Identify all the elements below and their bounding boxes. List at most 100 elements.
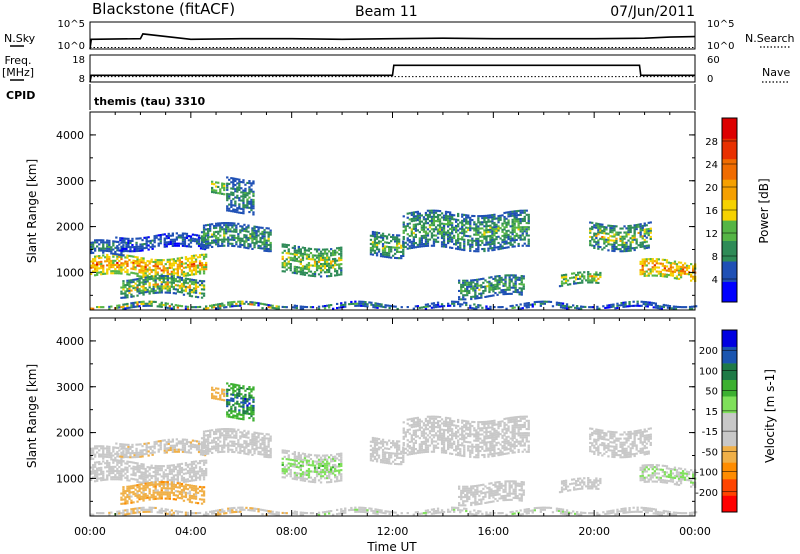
power-echo-cell (636, 302, 639, 305)
velocity-echo-cell (205, 450, 208, 453)
velocity-echo-cell (231, 448, 234, 451)
power-echo-cell (162, 304, 165, 307)
power-echo-cell (251, 233, 254, 236)
power-echo-cell (263, 229, 266, 232)
power-echo-cell (491, 236, 494, 239)
velocity-echo-cell (165, 447, 168, 450)
velocity-echo-cell (148, 474, 151, 477)
power-echo-cell (615, 233, 618, 236)
power-echo-cell (633, 224, 636, 227)
velocity-echo-cell (138, 471, 141, 474)
power-ytick-label: 4000 (56, 129, 84, 142)
power-echo-cell (163, 245, 166, 248)
power-echo-cell (639, 271, 642, 274)
velocity-echo-cell (186, 492, 190, 495)
power-echo-cell (148, 272, 151, 275)
power-echo-cell (156, 259, 159, 262)
velocity-echo-cell (202, 474, 206, 477)
power-echo-cell (169, 238, 172, 241)
power-echo-cell (321, 248, 325, 251)
power-echo-cell (100, 239, 103, 242)
power-echo-cell (247, 247, 250, 250)
velocity-echo-cell (186, 463, 190, 466)
power-echo-cell (177, 236, 180, 239)
power-echo-cell (90, 272, 93, 275)
power-echo-cell (481, 227, 484, 230)
power-echo-cell (657, 266, 660, 269)
power-echo-cell (90, 307, 93, 310)
power-echo-cell (172, 274, 175, 277)
power-echo-cell (147, 240, 150, 243)
power-echo-cell (460, 292, 463, 295)
velocity-echo-cell (136, 500, 139, 503)
power-echo-cell (518, 278, 521, 281)
power-echo-cell (497, 217, 500, 220)
velocity-echo-cell (138, 496, 141, 499)
power-echo-cell (639, 223, 642, 226)
power-echo-cell (134, 286, 137, 289)
power-echo-cell (647, 244, 650, 247)
power-echo-cell (303, 265, 307, 268)
power-echo-cell (287, 252, 290, 255)
power-echo-cell (464, 281, 467, 284)
power-echo-cell (187, 245, 191, 248)
power-echo-cell (188, 269, 192, 272)
power-echo-cell (641, 258, 644, 261)
velocity-echo-cell (191, 443, 195, 446)
velocity-echo-cell (233, 506, 236, 509)
velocity-echo-cell (170, 476, 173, 479)
power-echo-cell (172, 288, 175, 291)
power-echo-cell (108, 260, 111, 263)
power-echo-cell (597, 222, 600, 225)
power-echo-cell (488, 282, 491, 285)
velocity-echo-cell (194, 460, 198, 463)
power-echo-cell (323, 265, 327, 268)
velocity-echo-cell (121, 447, 124, 450)
power-echo-cell (601, 225, 604, 228)
power-echo-cell (247, 224, 250, 227)
power-echo-cell (252, 201, 255, 204)
power-echo-cell (485, 229, 488, 232)
power-echo-cell (478, 278, 481, 281)
power-echo-cell (138, 262, 141, 265)
power-echo-cell (147, 248, 150, 251)
power-echo-cell (189, 241, 193, 244)
power-echo-cell (128, 281, 131, 284)
power-echo-cell (140, 291, 143, 294)
power-echo-cell (639, 225, 642, 228)
power-echo-cell (418, 212, 421, 215)
power-echo-cell (291, 257, 294, 260)
power-echo-cell (517, 209, 520, 212)
power-echo-cell (251, 237, 254, 240)
velocity-echo-cell (143, 449, 146, 452)
power-echo-cell (172, 305, 175, 308)
velocity-echo-cell (223, 444, 226, 447)
velocity-echo-cell (90, 478, 93, 481)
power-echo-cell (491, 218, 494, 221)
velocity-echo-cell (164, 473, 167, 476)
power-echo-cell (565, 305, 569, 308)
power-echo-cell (261, 226, 264, 229)
power-echo-cell (487, 214, 490, 217)
power-echo-cell (116, 261, 119, 264)
power-echo-cell (190, 273, 194, 276)
power-echo-cell (257, 246, 260, 249)
power-echo-cell (237, 300, 240, 303)
power-echo-cell (432, 306, 436, 309)
power-echo-cell (514, 288, 517, 291)
velocity-echo-cell (217, 447, 220, 450)
power-echo-cell (499, 237, 502, 240)
power-echo-cell (156, 273, 159, 276)
power-echo-cell (641, 229, 644, 232)
power-echo-cell (138, 277, 141, 280)
power-echo-cell (265, 227, 268, 230)
power-echo-cell (477, 250, 480, 253)
velocity-echo-cell (140, 473, 143, 476)
power-echo-cell (226, 186, 229, 189)
power-echo-cell (176, 280, 179, 283)
power-echo-cell (517, 244, 520, 247)
power-echo-cell (326, 264, 329, 267)
power-echo-cell (124, 296, 127, 299)
velocity-echo-cell (176, 510, 179, 513)
